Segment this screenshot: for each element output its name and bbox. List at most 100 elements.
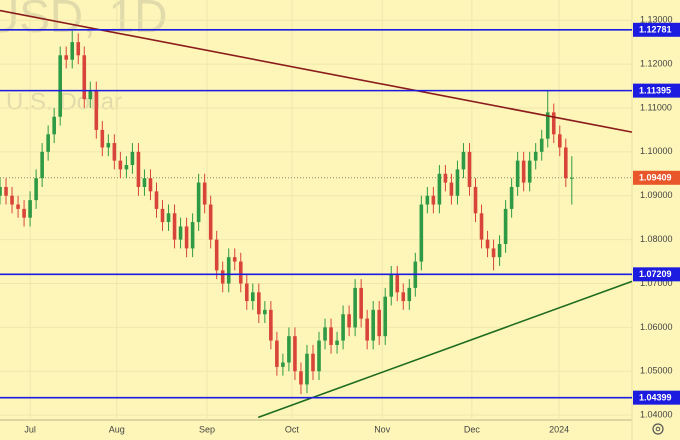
candle-body — [40, 151, 44, 179]
candle-body — [10, 195, 14, 205]
candle-body — [70, 42, 75, 60]
candle-body — [172, 213, 177, 240]
candle-body — [395, 274, 400, 293]
candle-body — [226, 257, 231, 284]
candle-body — [353, 287, 357, 328]
candle-body — [64, 55, 69, 60]
trendline — [0, 9, 633, 133]
candle-body — [431, 195, 436, 205]
candle-body — [299, 371, 303, 385]
level-label: 1.12781 — [639, 25, 672, 35]
candle-body — [551, 112, 556, 135]
candle-body — [365, 318, 369, 341]
candle-body — [473, 186, 478, 214]
x-tick-label: Nov — [374, 424, 391, 434]
candle-body — [178, 226, 183, 240]
x-tick-label: Oct — [285, 424, 300, 434]
candle-body — [335, 340, 339, 345]
candle-body — [305, 353, 309, 385]
candle-body — [359, 287, 363, 319]
candle-body — [570, 177, 574, 179]
candle-body — [136, 151, 141, 187]
candle-body — [419, 204, 424, 262]
candle-body — [329, 327, 333, 345]
candle-body — [539, 138, 544, 152]
watermark-symbol: USD, 1D — [0, 0, 167, 42]
x-tick-label: 2024 — [549, 424, 569, 434]
candle-body — [263, 309, 267, 315]
candle-body — [58, 55, 62, 117]
candle-body — [94, 90, 99, 130]
y-tick-label: 1.10000 — [640, 146, 673, 156]
candle-body — [503, 208, 508, 245]
trendline — [257, 280, 633, 419]
x-tick-label: Jul — [24, 424, 36, 434]
last-price-label: 1.09409 — [639, 173, 672, 183]
candle-body — [244, 283, 249, 302]
candle-body — [545, 112, 550, 139]
candle-body — [491, 248, 496, 258]
candle-body — [166, 213, 171, 223]
candle-body — [281, 362, 285, 367]
x-tick-label: Aug — [109, 424, 125, 434]
candle-body — [533, 151, 538, 161]
candle-body — [22, 208, 26, 218]
candle-body — [407, 287, 412, 302]
y-tick-label: 1.08000 — [640, 234, 673, 244]
settings-icon[interactable] — [652, 423, 664, 435]
level-label: 1.04399 — [639, 393, 672, 403]
candle-body — [100, 129, 105, 148]
candle-body — [16, 204, 20, 209]
candle-body — [497, 244, 502, 258]
y-tick-label: 1.13000 — [640, 15, 673, 25]
y-tick-label: 1.11000 — [640, 102, 672, 112]
candle-body — [383, 296, 388, 337]
candle-body — [52, 116, 56, 135]
candle-body — [118, 160, 123, 170]
candle-body — [190, 222, 195, 249]
candle-body — [467, 151, 472, 187]
candle-body — [293, 336, 297, 372]
candle-body — [287, 336, 291, 363]
gear-center[interactable] — [655, 426, 661, 432]
candle-body — [202, 182, 207, 205]
watermark-name: U.S. Dollar — [6, 88, 122, 115]
y-tick-label: 1.06000 — [640, 322, 673, 332]
candle-body — [479, 213, 484, 240]
candle-body — [449, 182, 454, 196]
candle-body — [521, 160, 526, 183]
candle-body — [88, 90, 93, 100]
level-label: 1.07209 — [639, 269, 672, 279]
candle-body — [238, 261, 243, 284]
candle-body — [232, 257, 237, 262]
candle-body — [160, 208, 165, 223]
candle-body — [371, 309, 375, 341]
candle-body — [184, 226, 189, 249]
x-tick-label: Sep — [199, 424, 215, 434]
level-tag — [633, 267, 680, 282]
candle-body — [515, 160, 520, 187]
candle-body — [323, 327, 327, 341]
candle-body — [557, 134, 562, 148]
last-price-tag — [633, 170, 680, 185]
candle-body — [34, 178, 38, 201]
x-tick-label: Dec — [464, 424, 481, 434]
candle-body — [563, 147, 568, 179]
candle-body — [82, 55, 87, 100]
candle-body — [250, 292, 255, 302]
candle-body — [130, 151, 135, 166]
candle-body — [112, 143, 117, 161]
candle-body — [154, 191, 159, 209]
candle-body — [401, 292, 406, 302]
candle-body — [389, 274, 394, 297]
candle-body — [527, 160, 532, 183]
gear[interactable] — [652, 423, 664, 435]
candle-body — [269, 309, 273, 341]
candle-body — [142, 178, 147, 187]
candle-body — [275, 340, 279, 367]
y-tick-label: 1.04000 — [640, 410, 673, 420]
candle-body — [106, 143, 111, 148]
candle-body — [220, 270, 225, 284]
candle-body — [124, 165, 129, 170]
candle-body — [509, 186, 514, 209]
